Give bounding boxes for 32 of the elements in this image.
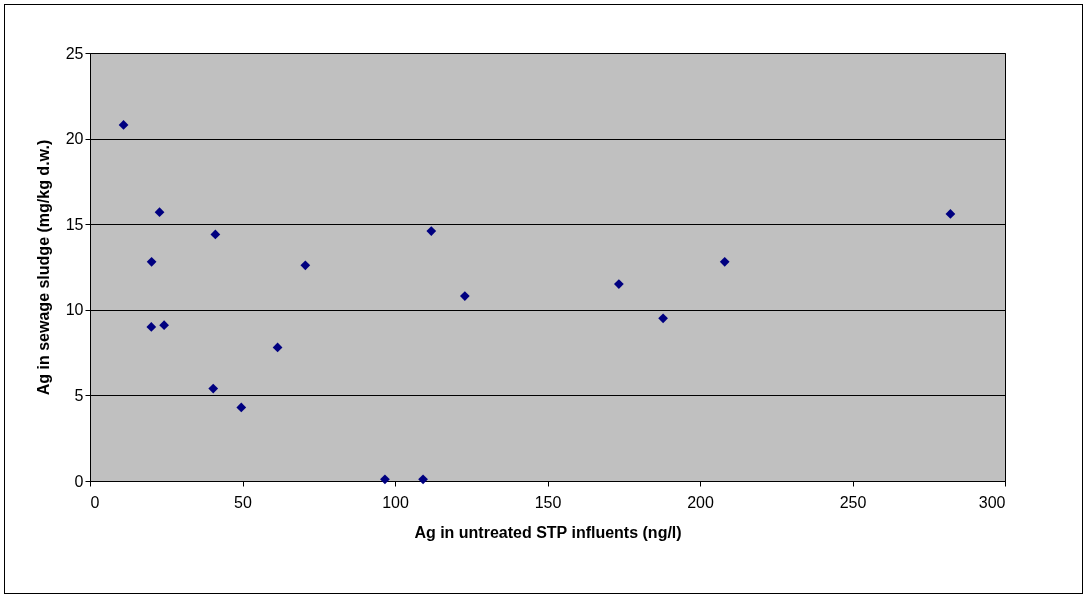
point xyxy=(380,474,390,485)
y-tick-label: 10 xyxy=(65,301,84,319)
point xyxy=(159,320,169,331)
point xyxy=(118,120,129,130)
point xyxy=(658,313,668,324)
point xyxy=(146,256,157,267)
point xyxy=(300,260,311,271)
y-tick-label: 25 xyxy=(65,44,84,62)
y-tick-label: 20 xyxy=(65,130,84,148)
point xyxy=(418,474,428,485)
x-tick-label: 150 xyxy=(534,493,562,511)
x-tick-label: 250 xyxy=(839,493,867,511)
point xyxy=(426,226,437,236)
x-tick-label: 50 xyxy=(234,493,252,511)
x-tick-label: 100 xyxy=(382,493,409,511)
x-tick-label: 300 xyxy=(978,493,1006,511)
point xyxy=(154,207,165,218)
y-axis-title: Ag in sewage sludge (mg/kg d.w.) xyxy=(34,139,52,396)
point xyxy=(459,291,470,301)
x-tick-label: 200 xyxy=(687,493,714,511)
y-tick-label: 15 xyxy=(65,215,84,233)
point xyxy=(719,256,730,267)
point xyxy=(210,229,221,240)
y-tick-label: 0 xyxy=(74,472,84,490)
point xyxy=(614,279,624,289)
point xyxy=(236,402,247,413)
point xyxy=(208,383,219,394)
x-axis-title: Ag in untreated STP influents (ng/l) xyxy=(414,523,682,541)
point xyxy=(146,322,157,332)
y-tick-label: 5 xyxy=(74,386,84,404)
point xyxy=(945,209,956,219)
x-tick-label: 0 xyxy=(90,493,100,511)
